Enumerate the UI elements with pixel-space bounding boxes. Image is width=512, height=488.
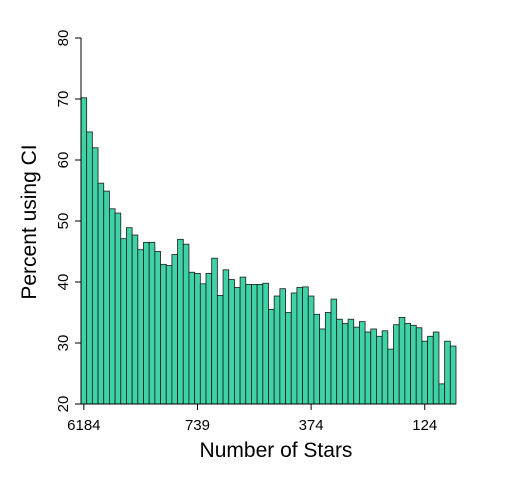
x-tick-label: 6184 — [67, 417, 100, 434]
bar — [103, 190, 110, 405]
bar — [449, 345, 457, 405]
bar — [143, 241, 150, 405]
bar — [290, 292, 298, 405]
bar — [194, 273, 201, 405]
bar — [245, 284, 252, 405]
bar — [80, 97, 88, 405]
bar — [330, 298, 338, 405]
bar — [307, 295, 315, 405]
y-tick-label: 80 — [55, 30, 72, 47]
bar — [268, 309, 275, 405]
bar — [182, 243, 190, 405]
bar — [370, 328, 377, 405]
y-tick-label: 60 — [55, 152, 72, 169]
y-tick-label: 70 — [55, 91, 72, 108]
bar — [404, 323, 411, 405]
bar — [137, 249, 144, 405]
bar — [228, 279, 235, 405]
bar — [319, 328, 326, 405]
bar — [97, 182, 105, 405]
y-tick-label: 30 — [55, 335, 72, 352]
bar — [427, 335, 434, 405]
bar — [205, 273, 213, 405]
bar — [216, 295, 224, 405]
bar — [347, 318, 355, 405]
bar — [131, 234, 139, 405]
bar — [165, 265, 173, 405]
bar — [398, 316, 406, 405]
bar — [336, 318, 343, 405]
bar — [421, 340, 428, 405]
x-axis-label: Number of Stars — [200, 439, 353, 462]
bar — [91, 147, 99, 405]
bar — [177, 238, 184, 405]
bar — [171, 254, 178, 405]
bar — [410, 324, 417, 405]
x-tick-label: 739 — [185, 417, 210, 434]
y-tick-label: 50 — [55, 213, 72, 230]
bar — [199, 283, 207, 405]
bar — [256, 284, 264, 405]
bar — [285, 312, 292, 405]
bar — [188, 271, 196, 405]
bar — [262, 282, 269, 405]
bar — [415, 327, 423, 405]
bar — [239, 276, 247, 405]
y-tick-label: 20 — [55, 396, 72, 413]
bars-group — [80, 97, 457, 405]
bar — [234, 287, 241, 405]
y-axis-ticks: 20 30 40 50 60 70 80 — [55, 30, 81, 413]
bar — [432, 331, 440, 405]
bar — [324, 312, 332, 405]
bar — [376, 335, 383, 405]
bar — [393, 324, 400, 405]
x-axis-ticks: 6184739374124108 — [67, 404, 437, 434]
bar — [273, 295, 281, 405]
bar — [160, 263, 167, 405]
bar — [302, 286, 309, 405]
bar — [381, 330, 389, 405]
bar — [359, 321, 366, 405]
bar — [313, 313, 321, 405]
bar — [109, 208, 116, 405]
bar — [341, 323, 349, 405]
bar — [86, 131, 93, 405]
x-tick-label: 374 — [299, 417, 324, 434]
bar — [211, 257, 218, 405]
bar — [364, 331, 372, 405]
y-axis-label: Percent using CI — [18, 144, 41, 299]
bar — [296, 287, 303, 405]
bar — [353, 326, 360, 405]
bar — [154, 251, 161, 405]
bar — [126, 227, 133, 405]
bar — [387, 348, 394, 405]
bar — [444, 340, 451, 405]
x-tick-label: 124 — [412, 417, 437, 434]
bar — [279, 288, 286, 405]
bar — [251, 284, 258, 405]
bar — [114, 212, 122, 405]
y-tick-label: 40 — [55, 274, 72, 291]
bar — [438, 383, 446, 405]
bar — [148, 241, 156, 405]
bar — [222, 269, 230, 405]
bar — [120, 238, 127, 405]
